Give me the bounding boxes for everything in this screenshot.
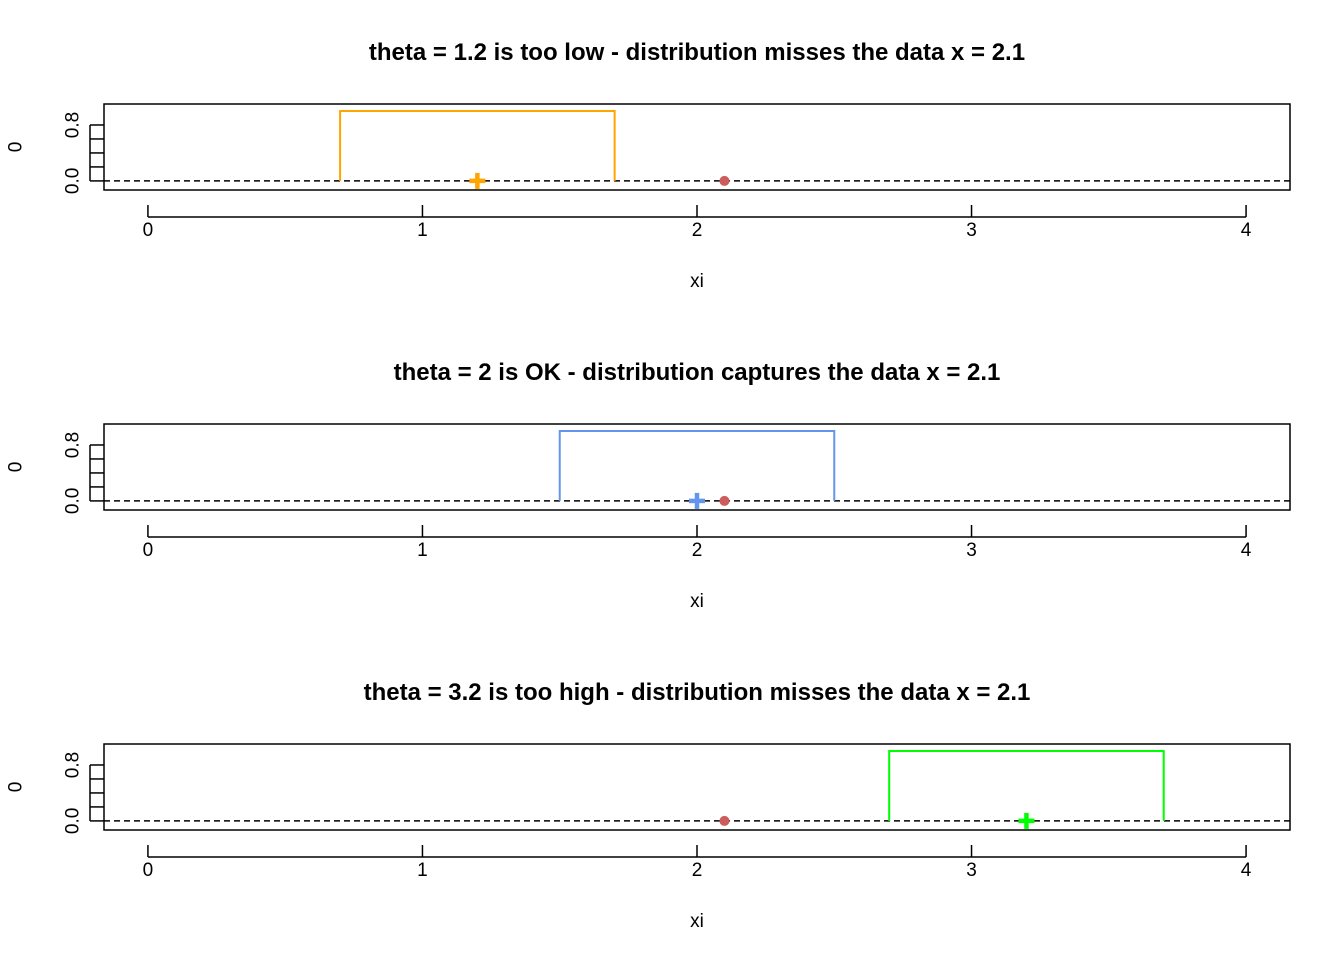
data-point-marker xyxy=(719,495,730,506)
plot-box xyxy=(103,103,1291,191)
x-tick-label: 4 xyxy=(1241,540,1252,561)
theta-marker xyxy=(1018,812,1035,829)
x-tick-label: 0 xyxy=(143,860,154,881)
panel-title: theta = 1.2 is too low - distribution mi… xyxy=(369,39,1025,66)
y-axis-label: 0 xyxy=(6,462,27,473)
y-axis-label: 0 xyxy=(6,142,27,153)
x-tick-label: 1 xyxy=(417,540,428,561)
data-point-marker xyxy=(719,175,730,186)
x-tick-label: 1 xyxy=(417,220,428,241)
uniform-density-line xyxy=(339,109,616,181)
x-tick-label: 0 xyxy=(143,220,154,241)
y-tick-label: 0.0 xyxy=(63,808,84,834)
x-tick-label: 2 xyxy=(692,540,703,561)
theta-marker xyxy=(689,492,705,509)
uniform-density-line xyxy=(558,429,836,501)
x-axis-label: xi xyxy=(690,271,704,292)
uniform-density-line xyxy=(888,749,1165,821)
x-tick-label: 4 xyxy=(1241,220,1252,241)
x-tick-label: 1 xyxy=(417,860,428,881)
x-tick-label: 4 xyxy=(1241,860,1252,881)
x-tick-label: 3 xyxy=(966,860,977,881)
plot-box xyxy=(103,743,1291,831)
panel-2: theta = 2 is OK - distribution captures … xyxy=(6,359,1291,612)
data-point-marker xyxy=(719,815,730,826)
panel-title: theta = 3.2 is too high - distribution m… xyxy=(364,679,1031,706)
y-axis-label: 0 xyxy=(6,782,27,793)
x-tick-label: 2 xyxy=(692,860,703,881)
x-tick-label: 0 xyxy=(143,540,154,561)
x-tick-label: 2 xyxy=(692,220,703,241)
x-axis-label: xi xyxy=(690,911,704,932)
y-tick-label: 0.0 xyxy=(63,168,84,194)
x-tick-label: 3 xyxy=(966,540,977,561)
panel-1: theta = 1.2 is too low - distribution mi… xyxy=(6,39,1291,292)
x-axis-label: xi xyxy=(690,591,704,612)
plot-box xyxy=(103,423,1291,511)
y-tick-label: 0.8 xyxy=(63,432,84,458)
y-tick-label: 0.8 xyxy=(63,112,84,138)
panel-3: theta = 3.2 is too high - distribution m… xyxy=(6,679,1291,932)
theta-marker xyxy=(469,172,486,189)
panel-title: theta = 2 is OK - distribution captures … xyxy=(394,359,1001,386)
x-tick-label: 3 xyxy=(966,220,977,241)
y-tick-label: 0.0 xyxy=(63,488,84,514)
y-tick-label: 0.8 xyxy=(63,752,84,778)
